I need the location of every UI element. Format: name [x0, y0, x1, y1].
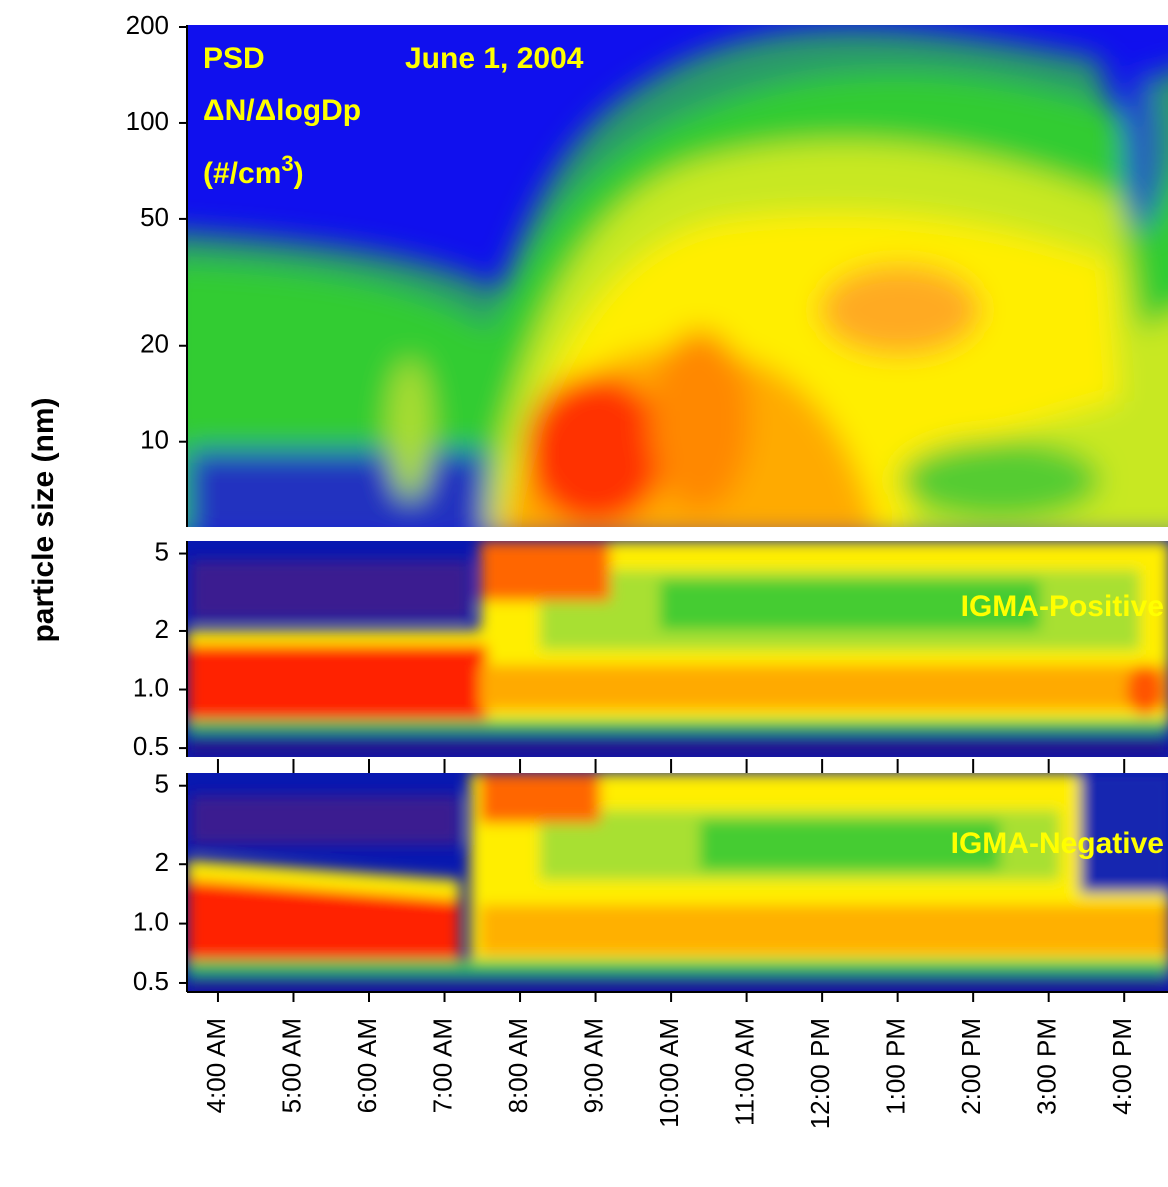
y-tick-label: 5	[155, 536, 169, 566]
y-tick-label: 10	[140, 425, 169, 455]
y-tick-label: 200	[126, 10, 169, 40]
x-tick-label: 1:00 PM	[881, 1018, 911, 1115]
x-tick-label: 9:00 AM	[578, 1018, 608, 1113]
x-tick-label: 10:00 AM	[654, 1018, 684, 1128]
axes	[186, 25, 1168, 993]
x-tick-label: 4:00 PM	[1107, 1018, 1137, 1115]
heatmap-field	[187, 773, 1168, 992]
title: PSD	[203, 42, 265, 75]
x-tick-label: 3:00 PM	[1032, 1018, 1062, 1115]
panel-label: IGMA-Positive	[961, 590, 1164, 623]
y-axis-label: particle size (nm)	[27, 397, 60, 642]
y-tick-label: 0.5	[133, 731, 169, 761]
x-tick-label: 2:00 PM	[956, 1018, 986, 1115]
units-part: )	[294, 157, 304, 190]
y-tick-label: 1.0	[133, 672, 169, 702]
x-tick-label: 12:00 PM	[805, 1018, 835, 1129]
heatmap-field	[187, 541, 1168, 757]
x-tick-label: 11:00 AM	[729, 1018, 759, 1126]
y-tick-label: 100	[126, 106, 169, 136]
y-tick-label: 1.0	[133, 906, 169, 936]
y-tick-label: 2	[155, 614, 169, 644]
units: (#/cm3)	[203, 151, 304, 190]
quantity: ΔN/ΔlogDp	[203, 94, 361, 127]
units-sup: 3	[281, 151, 293, 176]
panel-label: IGMA-Negative	[951, 827, 1164, 860]
x-tick-label: 5:00 AM	[276, 1018, 306, 1113]
x-tick-label: 6:00 AM	[352, 1018, 382, 1113]
y-tick-label: 0.5	[133, 966, 169, 996]
subtitle: June 1, 2004	[405, 42, 584, 75]
y-tick-label: 20	[140, 329, 169, 359]
units-part: (#/cm	[203, 157, 281, 190]
x-tick-label: 7:00 AM	[427, 1018, 457, 1113]
y-tick-label: 5	[155, 769, 169, 799]
x-tick-label: 4:00 AM	[201, 1018, 231, 1113]
x-tick-label: 8:00 AM	[503, 1018, 533, 1113]
y-tick-label: 2	[155, 847, 169, 877]
heatmap-field	[187, 25, 1168, 527]
y-tick-label: 50	[140, 202, 169, 232]
